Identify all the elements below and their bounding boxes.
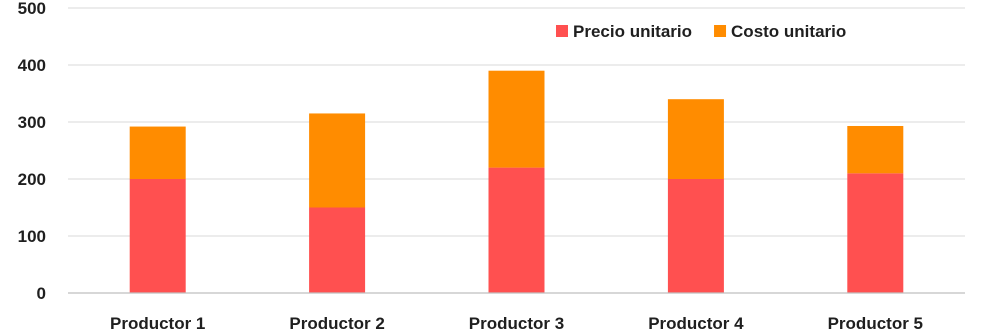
x-category-label-3: Productor 3: [469, 314, 564, 333]
x-category-label-2: Productor 2: [289, 314, 384, 333]
legend: Precio unitario Costo unitario: [556, 22, 846, 41]
legend-swatch-1: [556, 25, 568, 37]
x-axis-category-labels: Productor 1 Productor 2 Productor 3 Product…: [110, 314, 923, 333]
x-category-label-4: Productor 4: [648, 314, 744, 333]
y-tick-label-300: 300: [18, 113, 46, 132]
y-tick-label-100: 100: [18, 227, 46, 246]
x-category-label-1: Productor 1: [110, 314, 205, 333]
bar-5-series-1: [847, 173, 904, 293]
bar-2-series-1: [309, 207, 366, 293]
y-tick-label-0: 0: [37, 284, 46, 303]
x-category-label-5: Productor 5: [828, 314, 923, 333]
bars: [129, 70, 904, 293]
y-tick-label-200: 200: [18, 170, 46, 189]
bar-4-series-1: [667, 179, 724, 293]
y-tick-label-500: 500: [18, 0, 46, 18]
legend-label-1: Precio unitario: [573, 22, 692, 41]
legend-swatch-2: [714, 25, 727, 37]
bar-1-series-1: [129, 179, 186, 293]
bar-4-series-2: [667, 99, 724, 179]
bar-3-series-1: [488, 167, 545, 293]
bar-3-series-2: [488, 70, 545, 168]
bar-5-series-2: [847, 125, 904, 174]
y-axis-tick-labels: 0 100 200 300 400 500: [18, 0, 46, 303]
legend-label-2: Costo unitario: [731, 22, 846, 41]
bar-2-series-2: [309, 113, 366, 208]
bar-1-series-2: [129, 126, 186, 179]
y-tick-label-400: 400: [18, 56, 46, 75]
